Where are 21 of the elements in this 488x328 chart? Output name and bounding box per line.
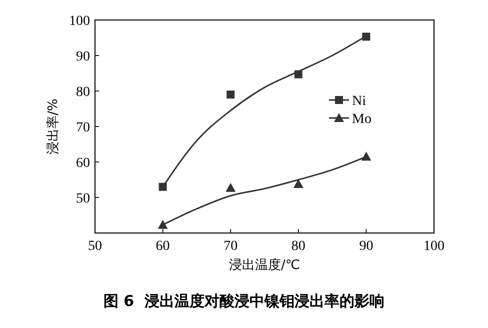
y-tick-label: 60 (76, 156, 90, 171)
legend-label: Mo (352, 112, 372, 127)
point (293, 179, 304, 188)
x-tick-label: 70 (224, 239, 238, 254)
y-tick-label: 70 (76, 120, 90, 136)
y-axis-title: 浸出率/% (45, 98, 61, 154)
point (158, 220, 168, 229)
y-tick-label: 50 (76, 191, 90, 206)
x-tick-label: 60 (156, 239, 170, 254)
x-tick-label: 90 (359, 239, 374, 254)
point (226, 90, 235, 99)
y-tick-label: 90 (76, 49, 90, 64)
x-tick-label: 100 (424, 239, 444, 254)
x-tick-label: 50 (88, 239, 102, 254)
point (226, 182, 236, 192)
y-tick-label: 80 (76, 84, 90, 100)
y-tick-label: 100 (69, 14, 90, 29)
x-tick-label: 80 (291, 239, 306, 254)
legend-label: Ni (352, 94, 366, 109)
caption: 图 6 浸出温度对酸浸中镍钼浸出率的影响 (103, 292, 385, 310)
x-axis-title: 浸出温度/℃ (229, 257, 300, 273)
